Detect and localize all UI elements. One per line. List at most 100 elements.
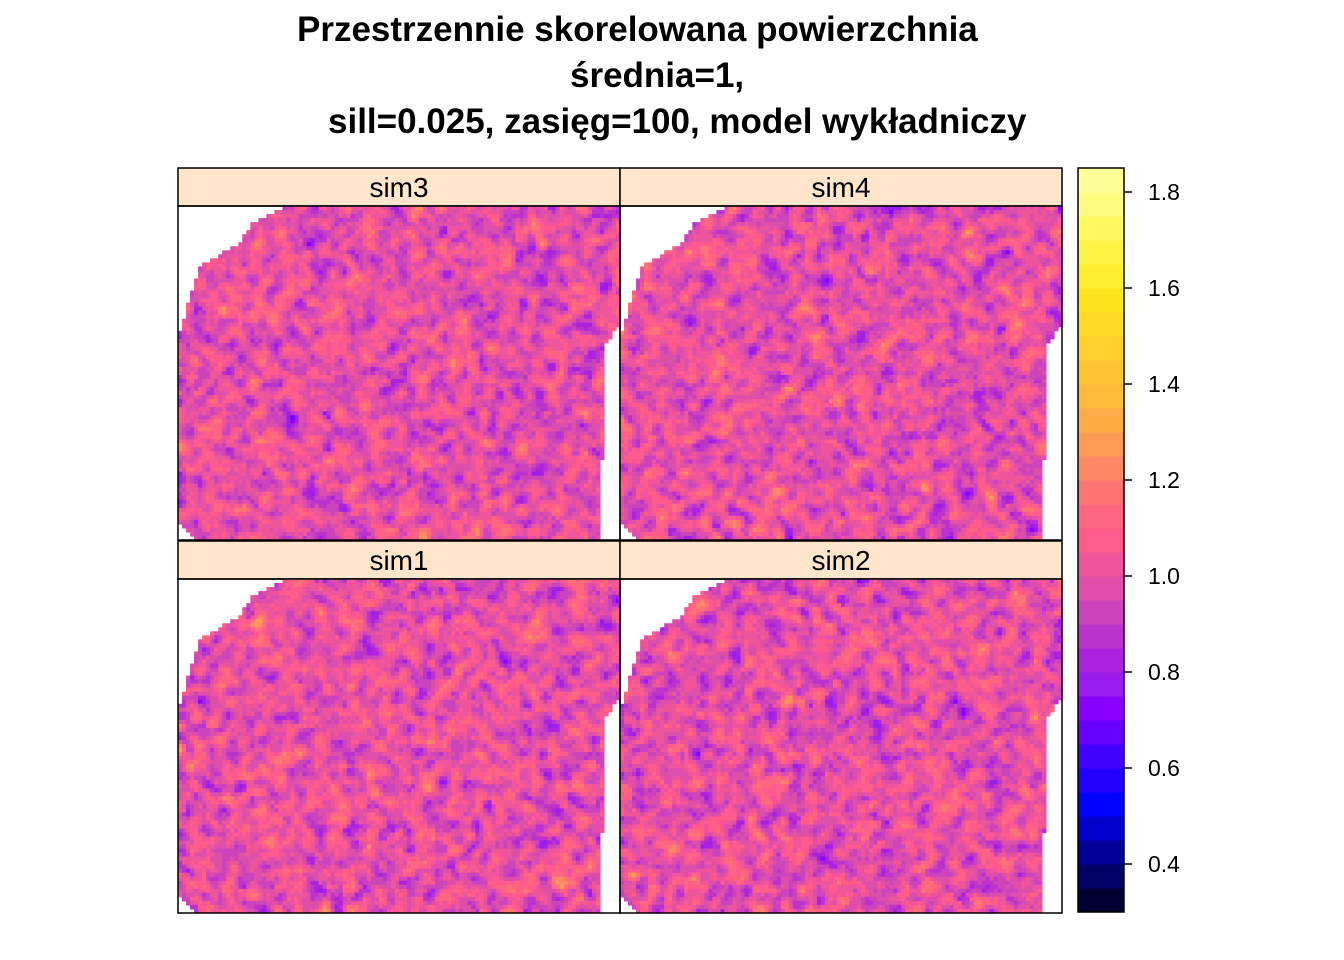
raster-cell: [354, 330, 360, 336]
raster-cell: [491, 278, 497, 284]
raster-cell: [503, 206, 509, 211]
raster-cell: [322, 354, 328, 360]
raster-cell: [431, 310, 436, 316]
raster-cell: [471, 286, 476, 292]
raster-cell: [238, 334, 243, 340]
raster-cell: [535, 250, 541, 255]
raster-cell: [467, 379, 472, 384]
raster-cell: [362, 350, 368, 356]
raster-cell: [555, 314, 561, 320]
raster-cell: [274, 387, 280, 392]
raster-cell: [547, 218, 553, 223]
raster-cell: [519, 242, 525, 247]
raster-cell: [302, 314, 308, 320]
raster-cell: [258, 266, 263, 271]
raster-cell: [431, 214, 436, 219]
raster-cell: [567, 338, 573, 344]
raster-cell: [595, 262, 601, 267]
raster-cell: [459, 226, 464, 231]
raster-cell: [523, 294, 529, 300]
raster-cell: [447, 338, 452, 344]
raster-cell: [358, 246, 364, 251]
raster-cell: [226, 262, 231, 267]
raster-cell: [258, 399, 263, 404]
raster-cell: [206, 342, 211, 348]
raster-cell: [567, 262, 573, 267]
raster-cell: [603, 254, 609, 259]
raster-cell: [314, 266, 320, 271]
raster-cell: [535, 294, 541, 300]
raster-cell: [603, 334, 609, 340]
raster-cell: [471, 310, 476, 316]
raster-cell: [318, 270, 324, 276]
raster-cell: [467, 278, 472, 284]
raster-cell: [302, 338, 308, 344]
raster-cell: [539, 338, 545, 344]
raster-cell: [515, 354, 521, 360]
raster-cell: [423, 310, 428, 316]
raster-cell: [563, 266, 569, 271]
raster-cell: [370, 346, 376, 352]
raster-cell: [515, 338, 521, 344]
raster-cell: [571, 354, 577, 360]
raster-cell: [511, 246, 517, 251]
raster-cell: [382, 399, 388, 404]
raster-cell: [483, 210, 488, 215]
raster-cell: [366, 238, 372, 243]
raster-cell: [254, 346, 259, 352]
raster-cell: [467, 222, 472, 227]
raster-cell: [390, 387, 396, 392]
raster-cell: [230, 326, 235, 332]
raster-cell: [218, 302, 223, 308]
raster-cell: [286, 270, 292, 276]
raster-cell: [322, 262, 328, 267]
raster-cell: [378, 326, 384, 332]
raster-cell: [318, 254, 324, 259]
raster-cell: [238, 346, 243, 352]
raster-cell: [559, 250, 565, 255]
raster-cell: [479, 391, 484, 396]
raster-cell: [382, 250, 388, 255]
raster-cell: [407, 206, 412, 211]
raster-cell: [250, 354, 255, 360]
raster-cell: [507, 306, 513, 312]
raster-cell: [475, 318, 480, 324]
raster-cell: [547, 274, 553, 280]
raster-cell: [511, 286, 517, 292]
raster-cell: [403, 395, 408, 400]
raster-cell: [290, 206, 296, 211]
raster-cell: [491, 222, 497, 227]
raster-cell: [394, 254, 400, 259]
raster-cell: [266, 387, 272, 392]
raster-cell: [575, 262, 581, 267]
raster-cell: [519, 234, 525, 239]
raster-cell: [463, 210, 468, 215]
raster-cell: [262, 338, 267, 344]
raster-cell: [495, 262, 501, 267]
raster-cell: [579, 274, 585, 280]
raster-cell: [467, 242, 472, 247]
raster-cell: [354, 334, 360, 340]
raster-cell: [290, 314, 296, 320]
raster-cell: [499, 391, 505, 396]
raster-cell: [210, 306, 215, 312]
raster-cell: [423, 302, 428, 308]
raster-cell: [250, 286, 255, 292]
raster-cell: [407, 366, 412, 372]
raster-cell: [575, 370, 581, 376]
raster-cell: [567, 379, 573, 384]
raster-cell: [411, 286, 416, 292]
raster-cell: [543, 294, 549, 300]
raster-cell: [226, 258, 231, 263]
raster-cell: [587, 379, 593, 384]
raster-cell: [447, 366, 452, 372]
raster-cell: [226, 322, 231, 328]
raster-cell: [531, 338, 537, 344]
raster-cell: [411, 391, 416, 396]
raster-cell: [226, 290, 231, 296]
raster-cell: [358, 286, 364, 292]
raster-cell: [374, 399, 380, 404]
raster-cell: [403, 358, 408, 364]
raster-cell: [350, 226, 356, 231]
raster-cell: [266, 334, 272, 340]
